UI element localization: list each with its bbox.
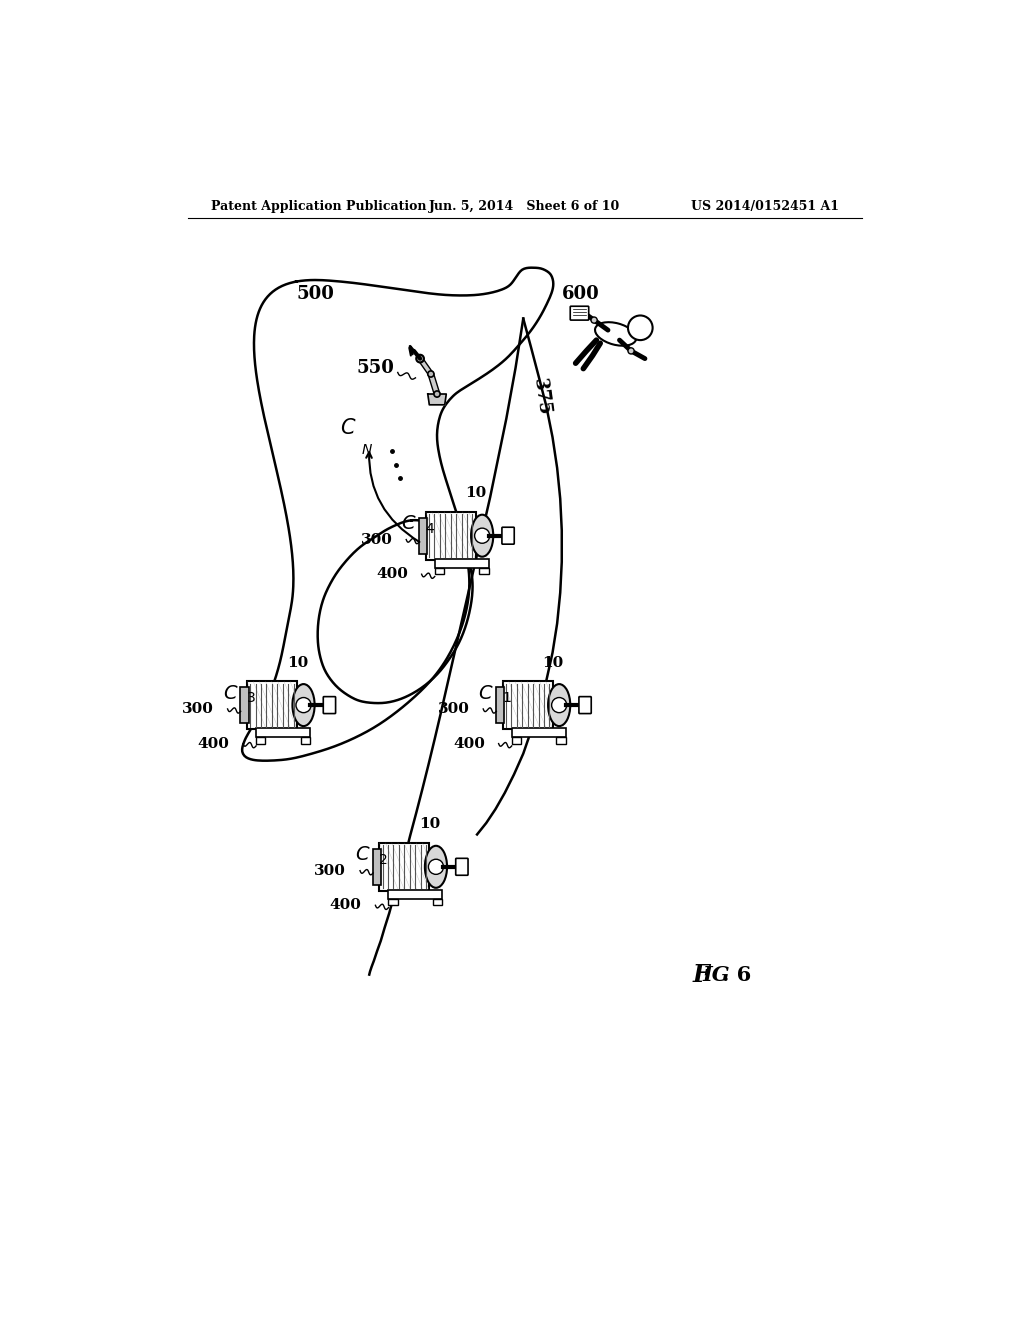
- Bar: [434, 558, 488, 568]
- Polygon shape: [428, 395, 446, 405]
- Ellipse shape: [293, 684, 314, 726]
- Circle shape: [591, 317, 597, 323]
- Bar: [512, 738, 521, 743]
- Bar: [380, 843, 429, 891]
- Text: 400: 400: [453, 737, 484, 751]
- Bar: [496, 688, 504, 723]
- Text: 300: 300: [360, 532, 392, 546]
- Text: 300: 300: [314, 863, 346, 878]
- Bar: [512, 729, 565, 738]
- FancyBboxPatch shape: [579, 697, 591, 714]
- Circle shape: [628, 348, 634, 354]
- Ellipse shape: [471, 515, 494, 557]
- Circle shape: [628, 315, 652, 341]
- FancyBboxPatch shape: [324, 697, 336, 714]
- Text: . 6: . 6: [722, 965, 752, 985]
- Bar: [419, 517, 427, 553]
- Text: US 2014/0152451 A1: US 2014/0152451 A1: [691, 199, 839, 213]
- Bar: [556, 738, 565, 743]
- Bar: [433, 899, 442, 906]
- Ellipse shape: [595, 322, 636, 346]
- Text: 10: 10: [466, 486, 486, 500]
- Circle shape: [434, 391, 440, 397]
- Circle shape: [552, 697, 566, 713]
- FancyBboxPatch shape: [456, 858, 468, 875]
- FancyBboxPatch shape: [570, 306, 589, 321]
- Circle shape: [416, 355, 424, 363]
- Bar: [503, 681, 553, 729]
- Bar: [301, 738, 310, 743]
- Bar: [256, 738, 265, 743]
- Text: $\mathit{3}$: $\mathit{3}$: [246, 692, 256, 705]
- Bar: [373, 849, 381, 884]
- Bar: [388, 899, 397, 906]
- Bar: [241, 688, 249, 723]
- FancyBboxPatch shape: [502, 527, 514, 544]
- Bar: [388, 890, 442, 899]
- Text: $\mathit{C}$: $\mathit{C}$: [223, 685, 239, 702]
- Text: $\mathit{C}$: $\mathit{C}$: [340, 418, 356, 438]
- Bar: [247, 681, 297, 729]
- Bar: [434, 568, 443, 574]
- Text: 400: 400: [376, 568, 408, 581]
- Text: 600: 600: [562, 285, 599, 304]
- Text: $\mathit{N}$: $\mathit{N}$: [360, 444, 373, 457]
- Text: Jun. 5, 2014   Sheet 6 of 10: Jun. 5, 2014 Sheet 6 of 10: [429, 199, 621, 213]
- Circle shape: [474, 528, 489, 544]
- Bar: [256, 729, 310, 738]
- Bar: [479, 568, 488, 574]
- Circle shape: [428, 371, 434, 378]
- Text: $\mathit{C}$: $\mathit{C}$: [478, 685, 494, 702]
- Text: 400: 400: [198, 737, 229, 751]
- Text: 400: 400: [330, 899, 361, 912]
- Text: 300: 300: [182, 702, 214, 715]
- Ellipse shape: [548, 684, 570, 726]
- Text: $\mathit{1}$: $\mathit{1}$: [502, 692, 511, 705]
- Text: Patent Application Publication: Patent Application Publication: [211, 199, 427, 213]
- Text: $\mathit{C}$: $\mathit{C}$: [355, 846, 371, 865]
- Bar: [426, 512, 475, 560]
- Text: $\mathit{4}$: $\mathit{4}$: [425, 521, 435, 536]
- Text: 550: 550: [356, 359, 394, 376]
- Circle shape: [296, 697, 311, 713]
- Text: 10: 10: [287, 656, 308, 669]
- Text: 10: 10: [419, 817, 440, 832]
- Text: F: F: [692, 962, 710, 986]
- Ellipse shape: [425, 846, 447, 888]
- Text: 300: 300: [437, 702, 469, 715]
- Text: $\mathit{C}$: $\mathit{C}$: [401, 515, 417, 533]
- Text: 375: 375: [529, 378, 553, 417]
- Text: IG: IG: [702, 965, 730, 985]
- Text: 500: 500: [296, 285, 334, 304]
- Circle shape: [428, 859, 443, 874]
- Text: $\mathit{2}$: $\mathit{2}$: [379, 853, 388, 867]
- Text: 10: 10: [543, 656, 564, 669]
